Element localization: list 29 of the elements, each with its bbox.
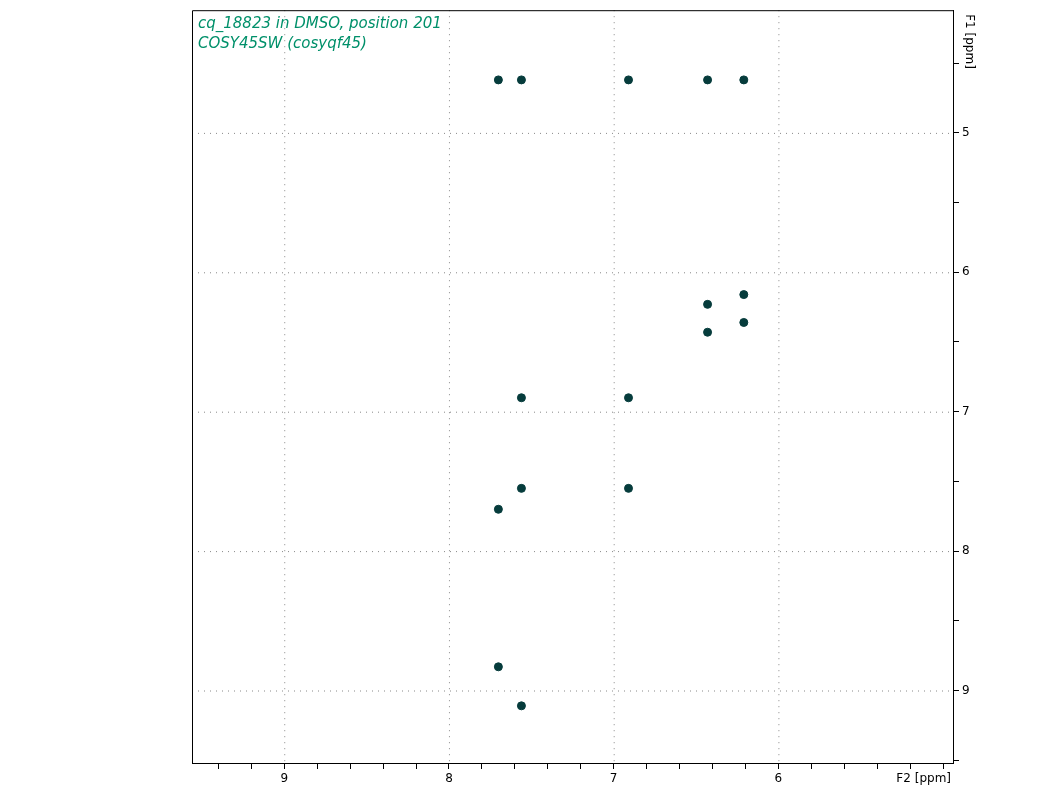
point (516, 701, 526, 711)
point (739, 317, 749, 327)
point (516, 393, 526, 403)
point (624, 75, 633, 85)
point (624, 393, 633, 403)
x-axis-title: F2 [ppm] (896, 771, 951, 786)
point (739, 290, 749, 300)
y-tick-label: 8 (962, 543, 970, 558)
x-tick-label: 7 (609, 771, 618, 786)
point (703, 327, 713, 337)
point (703, 75, 713, 85)
chart-title: cq_18823 in DMSO, position 201 (198, 13, 442, 33)
text: COSY45SW (cosyqf45) (198, 33, 367, 52)
point (493, 662, 503, 672)
point (739, 75, 749, 85)
y-tick-label: 5 (962, 125, 970, 139)
point (703, 299, 713, 309)
x-tick-label: 6 (774, 771, 783, 786)
y-tick-label: 9 (962, 682, 970, 697)
x-tick-label: 8 (445, 771, 453, 786)
point (516, 483, 526, 493)
point (493, 75, 503, 85)
y-tick-label: 7 (962, 403, 970, 418)
y-axis-title: F1 [ppm] (962, 14, 977, 69)
point (493, 504, 503, 514)
y-tick-label: 6 (962, 264, 970, 279)
x-tick-label: 9 (280, 771, 289, 786)
point (624, 483, 633, 493)
point (516, 75, 526, 85)
